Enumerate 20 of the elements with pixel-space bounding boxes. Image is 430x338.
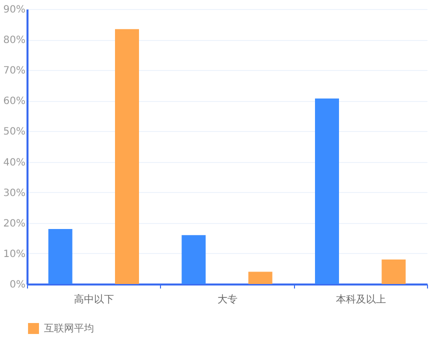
y-tick-label: 80% [3,35,26,46]
y-tick-label: 50% [3,126,26,138]
x-tick-label: 大专 [218,294,238,306]
bar [115,29,139,284]
y-tick-label: 20% [3,218,26,230]
x-tick-label: 高中以下 [74,294,114,306]
y-tick-label: 10% [3,248,26,260]
bar [382,260,406,284]
bar [315,98,339,284]
y-tick-label: 40% [3,157,26,168]
y-tick-label: 70% [3,66,26,77]
x-tick-label: 本科及以上 [336,294,386,306]
y-tick-label: 60% [3,96,26,108]
legend-label: 互联网平均 [44,322,94,334]
y-tick-label: 90% [3,4,26,16]
bar [48,229,72,284]
y-tick-label: 30% [3,188,26,199]
bar [248,272,272,284]
y-tick-label: 0% [10,280,26,290]
bar [182,235,206,284]
